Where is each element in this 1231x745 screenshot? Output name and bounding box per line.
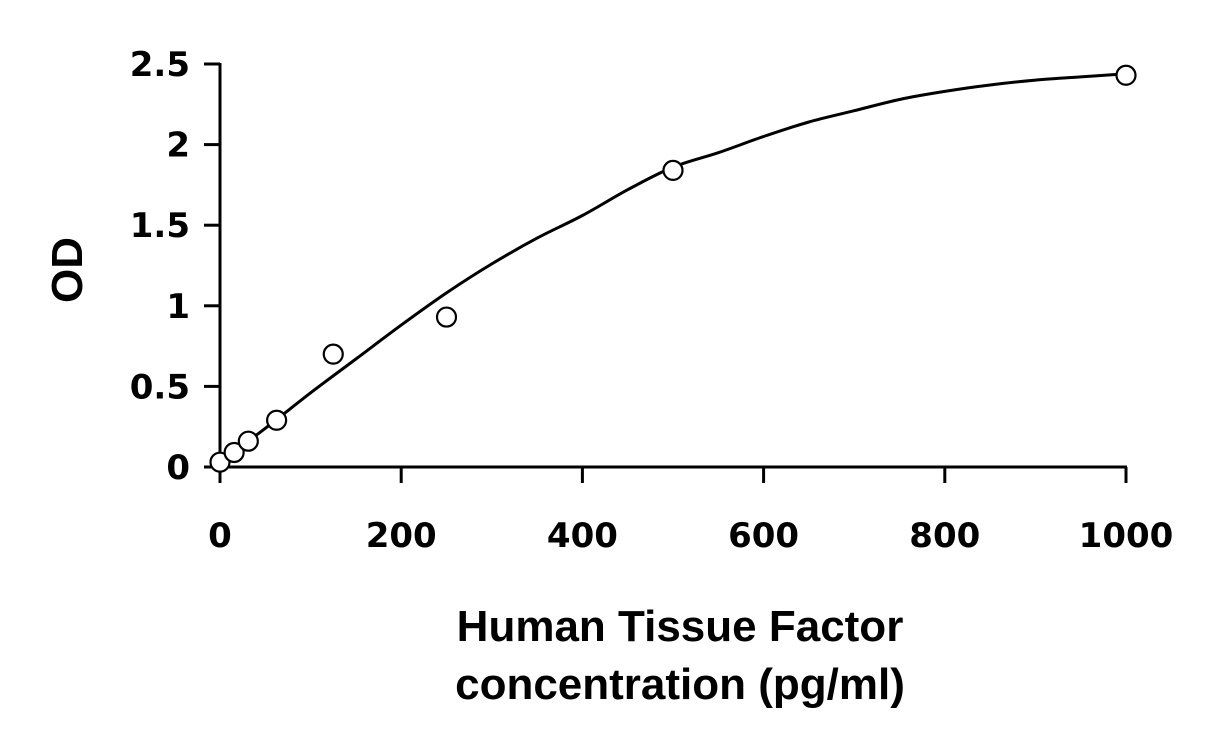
data-point [662,159,684,181]
x-tick-label: 0 [208,516,232,556]
data-point [322,343,344,365]
y-ticks: 0 0.5 1 1.5 2 2.5 [130,45,220,488]
fit-curve [219,72,1127,464]
y-tick-label: 0 [166,448,190,488]
y-axis-title: OD [43,237,92,303]
x-axis-title-line-2: concentration (pg/ml) [455,660,905,709]
data-point [266,409,288,431]
axes [218,63,1127,469]
y-tick-label: 1 [166,287,190,327]
x-ticks: 0 200 400 600 800 1000 [208,467,1173,556]
data-point [435,306,458,328]
y-tick-label: 2.5 [130,45,190,85]
data-point [223,441,245,464]
data-point [237,430,259,452]
y-tick-label: 1.5 [130,206,190,246]
x-axis-title-line-1: Human Tissue Factor [457,602,904,651]
data-point [1115,64,1137,86]
x-tick-label: 600 [728,516,799,556]
x-tick-label: 200 [366,516,437,556]
x-tick-label: 400 [547,516,618,556]
y-tick-label: 0.5 [130,367,190,407]
x-tick-label: 800 [909,516,980,556]
x-tick-label: 1000 [1079,516,1174,556]
data-points [209,64,1137,473]
y-tick-label: 2 [166,126,190,166]
